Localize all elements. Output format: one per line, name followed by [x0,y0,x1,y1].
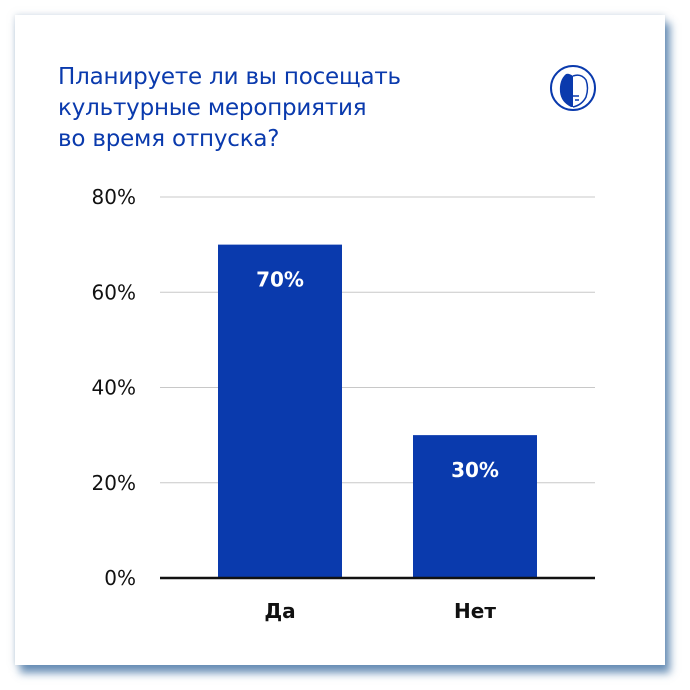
bar-1 [218,244,342,578]
x-category-label: Нет [454,599,496,623]
data-label: 70% [256,268,304,292]
x-category-label: Да [264,599,295,623]
y-tick-label: 80% [92,185,136,209]
y-tick-label: 60% [92,280,136,304]
lion-logo-icon [550,65,596,111]
chart-title: Планируете ли вы посещать культурные мер… [58,64,401,152]
y-tick-label: 0% [104,566,136,590]
y-tick-label: 20% [92,471,136,495]
bar-2 [413,435,537,578]
data-label: 30% [451,458,499,482]
y-tick-label: 40% [92,376,136,400]
